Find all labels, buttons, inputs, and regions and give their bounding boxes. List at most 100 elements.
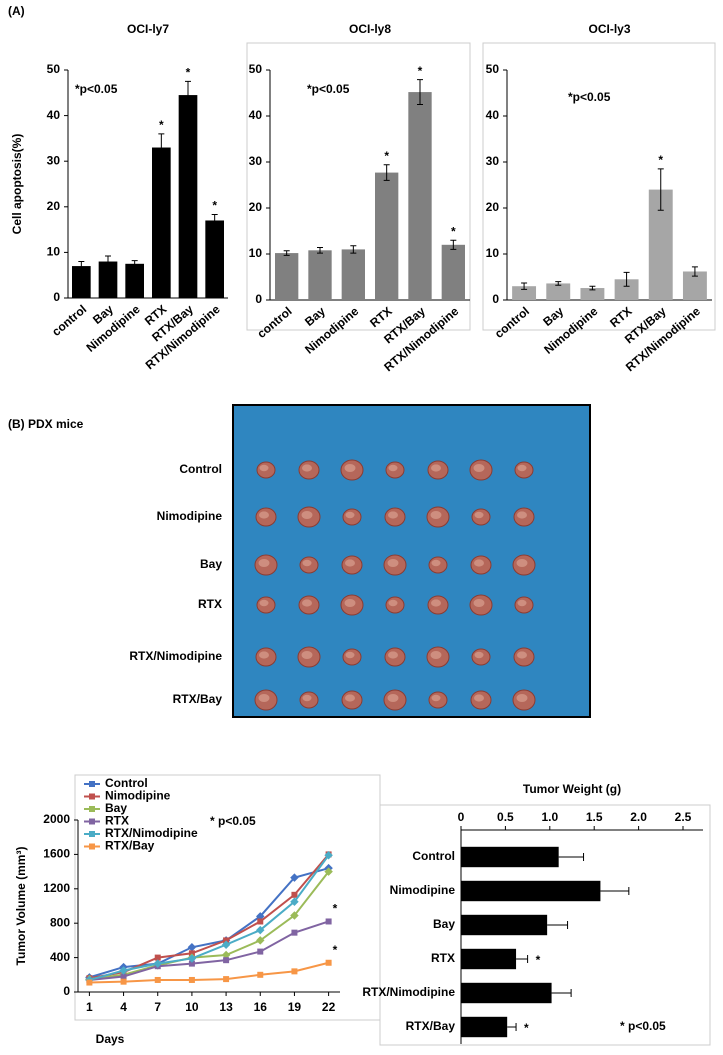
legend-label: RTX/Bay — [105, 839, 155, 853]
marker — [256, 936, 265, 945]
error-bar — [131, 260, 138, 268]
chart-title: OCI-ly7 — [127, 22, 169, 36]
error-bar — [589, 285, 596, 291]
bar — [461, 1016, 508, 1038]
legend-marker — [89, 843, 95, 850]
x-tick-label: 0.5 — [497, 810, 514, 824]
error-bar — [547, 921, 569, 929]
tumor-highlight — [344, 599, 356, 607]
marker — [325, 959, 332, 966]
bar — [441, 244, 465, 300]
y-tick-label: Nimodipine — [390, 883, 456, 897]
series-line — [89, 920, 329, 981]
x-tick-label: 2.0 — [630, 810, 647, 824]
bar — [461, 846, 559, 868]
legend-marker — [89, 806, 95, 812]
tumor-highlight — [345, 559, 355, 567]
tumor-highlight — [431, 599, 441, 607]
tumor-highlight — [259, 599, 269, 607]
significance: * — [333, 902, 338, 916]
bar — [512, 286, 537, 300]
marker — [291, 968, 298, 975]
tumor-highlight — [345, 694, 355, 702]
x-tick-label: 4 — [120, 1000, 127, 1014]
y-tick-label: 0 — [255, 292, 262, 306]
error-bar — [158, 133, 165, 162]
error-bar — [691, 266, 698, 277]
tumor-highlight — [388, 511, 398, 519]
y-tick-label: 0 — [492, 292, 499, 306]
bar — [308, 250, 332, 300]
significance: * — [536, 953, 541, 967]
bar — [152, 147, 171, 298]
annotation: * p<0.05 — [210, 814, 256, 828]
bar — [205, 220, 224, 298]
significance: * — [451, 224, 456, 238]
tumor-highlight — [516, 559, 528, 567]
tumor-highlight — [388, 599, 398, 607]
legend-marker — [89, 781, 95, 787]
legend-label: Bay — [105, 801, 127, 815]
tumor-highlight — [474, 559, 484, 567]
tumor-highlight — [259, 511, 269, 519]
x-tick-label: 0 — [458, 810, 465, 824]
y-tick-label: 50 — [249, 62, 263, 76]
error-bar — [450, 239, 457, 250]
row-label: Control — [179, 462, 222, 476]
series-line — [89, 867, 329, 979]
error-bar — [521, 282, 528, 290]
y-tick-label: 20 — [486, 200, 500, 214]
marker — [86, 979, 93, 986]
marker — [290, 873, 299, 882]
y-tick-label: 50 — [486, 62, 500, 76]
panel-label: (B) PDX mice — [8, 417, 84, 431]
bar — [178, 95, 198, 298]
chart-title: OCI-ly3 — [588, 22, 630, 36]
error-bar — [105, 255, 111, 268]
tumor-highlight — [258, 694, 270, 702]
error-bar — [417, 79, 423, 105]
significance: * — [418, 64, 423, 78]
error-bar — [555, 281, 562, 286]
legend-label: RTX — [105, 814, 129, 828]
chart-title: OCI-ly8 — [349, 22, 391, 36]
marker — [223, 957, 230, 964]
bar — [580, 288, 605, 300]
significance: * — [159, 118, 164, 132]
bar — [461, 880, 601, 902]
error-bar — [558, 853, 585, 861]
tumor-highlight — [387, 694, 399, 702]
error-bar — [283, 250, 290, 256]
y-tick-label: 40 — [249, 108, 263, 122]
tumor-highlight — [388, 464, 398, 472]
row-label: RTX — [198, 597, 222, 611]
series-line — [89, 961, 329, 984]
x-tick-label: Bay — [540, 304, 566, 329]
bar — [461, 948, 517, 970]
legend-label: RTX/Nimodipine — [105, 826, 198, 840]
y-tick-label: 2000 — [43, 812, 70, 826]
marker — [257, 971, 264, 978]
error-bar — [317, 247, 323, 254]
x-tick-label: control — [49, 302, 89, 339]
marker — [154, 954, 161, 961]
marker — [188, 976, 195, 983]
panel-frame — [379, 804, 711, 1046]
legend-label: Nimodipine — [105, 789, 171, 803]
significance: * — [524, 1021, 529, 1035]
bar — [408, 92, 432, 300]
significance: * — [186, 66, 191, 80]
tumor-highlight — [474, 651, 484, 659]
y-tick-label: 40 — [47, 108, 61, 122]
y-tick-label: 1600 — [43, 847, 70, 861]
marker — [257, 948, 264, 955]
error-bar — [507, 1023, 517, 1031]
tumor-highlight — [517, 511, 527, 519]
y-tick-label: 30 — [486, 154, 500, 168]
x-tick-label: 19 — [288, 1000, 302, 1014]
marker — [324, 867, 333, 876]
y-tick-label: 400 — [50, 950, 70, 964]
annotation: *p<0.05 — [307, 82, 350, 96]
legend-marker — [89, 793, 95, 800]
